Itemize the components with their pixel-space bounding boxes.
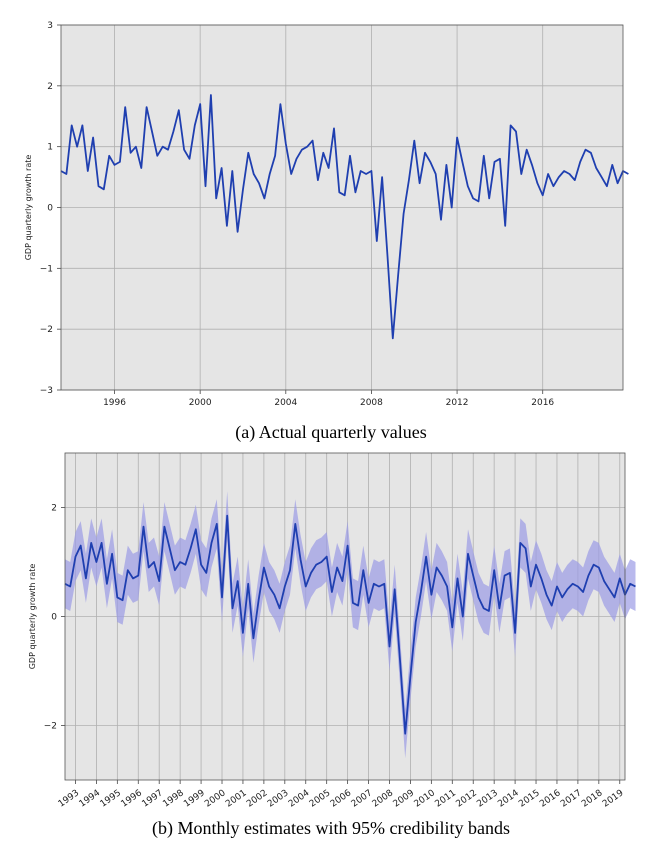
x-tick-label: 2009 bbox=[392, 788, 417, 809]
y-tick-label: 2 bbox=[51, 504, 57, 514]
series-line bbox=[64, 514, 636, 735]
x-tick-label: 1993 bbox=[57, 788, 81, 809]
plot-frame-b bbox=[64, 452, 626, 781]
x-tick-label: 2012 bbox=[446, 398, 469, 408]
x-tick-label: 2011 bbox=[434, 788, 458, 809]
x-tick-label: 2000 bbox=[189, 398, 212, 408]
series-line bbox=[60, 94, 629, 340]
x-tick-label: 1994 bbox=[78, 788, 103, 809]
y-tick-label: −2 bbox=[40, 325, 53, 335]
x-tick-label: 2007 bbox=[350, 788, 374, 809]
x-tick-label: 2008 bbox=[371, 788, 396, 809]
x-tick-label: 2000 bbox=[203, 788, 228, 809]
x-tick-label: 2004 bbox=[274, 398, 297, 408]
y-tick-label: 0 bbox=[47, 204, 53, 214]
y-tick-label: −2 bbox=[44, 722, 57, 732]
x-tick-label: 1999 bbox=[182, 788, 207, 809]
y-axis-label: GDP quarterly growth rate bbox=[28, 564, 37, 670]
caption-a: (a) Actual quarterly values bbox=[235, 422, 427, 442]
x-tick-label: 2008 bbox=[360, 398, 383, 408]
x-tick-label: 2018 bbox=[580, 788, 605, 809]
x-tick-label: 2014 bbox=[496, 788, 521, 809]
x-tick-label: 2003 bbox=[266, 788, 290, 809]
x-tick-label: 1998 bbox=[161, 788, 186, 809]
y-tick-label: −1 bbox=[40, 264, 53, 274]
x-tick-label: 1996 bbox=[119, 788, 144, 809]
x-tick-label: 2019 bbox=[601, 788, 626, 809]
x-tick-label: 2015 bbox=[517, 788, 541, 809]
x-tick-label: 2017 bbox=[559, 788, 583, 809]
y-tick-label: 0 bbox=[51, 613, 57, 623]
x-tick-label: 2002 bbox=[245, 788, 269, 809]
x-tick-label: 2013 bbox=[475, 788, 499, 809]
x-tick-label: 1996 bbox=[103, 398, 126, 408]
x-tick-label: 2010 bbox=[413, 788, 438, 809]
x-tick-label: 2001 bbox=[224, 788, 248, 809]
plot-frame-a bbox=[60, 24, 624, 391]
x-tick-label: 1995 bbox=[99, 788, 123, 809]
x-tick-label: 2006 bbox=[329, 788, 354, 809]
y-axis-label: GDP quarterly growth rate bbox=[24, 155, 33, 261]
y-tick-label: −3 bbox=[40, 386, 53, 396]
x-tick-label: 1997 bbox=[140, 788, 164, 809]
y-tick-label: 2 bbox=[47, 82, 53, 92]
caption-b: (b) Monthly estimates with 95% credibili… bbox=[152, 818, 510, 838]
x-tick-label: 2016 bbox=[538, 788, 563, 809]
credibility-band bbox=[65, 491, 636, 759]
x-tick-label: 2016 bbox=[531, 398, 554, 408]
x-tick-label: 2005 bbox=[308, 788, 332, 809]
x-tick-label: 2004 bbox=[287, 788, 312, 809]
x-tick-label: 2012 bbox=[454, 788, 478, 809]
y-tick-label: 1 bbox=[47, 143, 53, 153]
y-tick-label: 3 bbox=[47, 21, 53, 31]
